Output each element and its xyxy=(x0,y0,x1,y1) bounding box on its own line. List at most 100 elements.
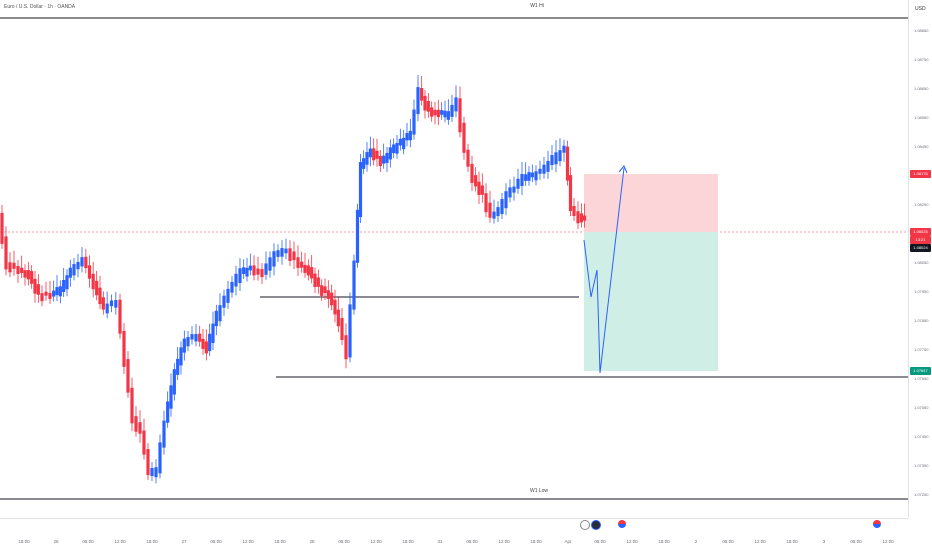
candle-body xyxy=(333,299,337,315)
candle-body xyxy=(36,284,40,295)
candle-body xyxy=(306,265,310,276)
target-high-tag: 1.08176 xyxy=(910,170,931,178)
price-chart[interactable]: Euro / U.S. Dollar · 1h · OANDA W1 Hi W1… xyxy=(0,0,908,518)
candle-body xyxy=(268,257,272,271)
time-tick: 12:00 xyxy=(370,539,382,544)
price-tick: 1.08750 xyxy=(914,57,929,62)
price-tick: 1.07950 xyxy=(914,289,929,294)
candle-body xyxy=(330,292,334,306)
candle-body xyxy=(126,359,130,393)
us-flag-icon[interactable] xyxy=(618,520,626,528)
us-flag-icon[interactable] xyxy=(873,520,881,528)
candle-body xyxy=(58,286,62,297)
candle-body xyxy=(500,199,504,214)
event-icon[interactable] xyxy=(580,520,590,530)
candle-body xyxy=(33,278,37,294)
candle-body xyxy=(423,95,427,111)
candle-body xyxy=(23,270,27,278)
candle-body xyxy=(477,181,481,195)
candle-body xyxy=(242,267,246,274)
candle-body xyxy=(186,336,190,347)
candlestick-canvas[interactable] xyxy=(0,0,908,518)
candle-body xyxy=(142,430,146,455)
candle-body xyxy=(30,271,34,284)
time-tick: 06:00 xyxy=(594,539,606,544)
candle-body xyxy=(488,202,492,218)
candle-body xyxy=(40,293,44,302)
candle-body xyxy=(158,442,162,474)
candle-body xyxy=(572,206,576,216)
candle-body xyxy=(392,144,396,154)
candle-body xyxy=(182,338,186,353)
time-tick: 06:00 xyxy=(338,539,350,544)
candle-body xyxy=(436,109,440,118)
candle-body xyxy=(440,110,444,115)
candle-body xyxy=(446,111,450,120)
candle-body xyxy=(378,156,382,166)
candle-body xyxy=(4,236,8,270)
price-tick: 1.07250 xyxy=(914,492,929,497)
candle-body xyxy=(260,269,264,278)
candle-body xyxy=(358,162,363,217)
candle-body xyxy=(466,149,470,167)
candle-body xyxy=(546,160,550,172)
candle-body xyxy=(480,185,484,195)
candle-body xyxy=(412,109,416,135)
candle-body xyxy=(211,323,215,343)
candle-body xyxy=(44,291,48,296)
candle-body xyxy=(146,449,150,476)
time-axis[interactable]: 18:00 26 06:00 12:00 18:00 27 06:00 12:00 18:00 2… xyxy=(0,518,908,551)
time-tick: 12:00 xyxy=(114,539,126,544)
price-axis[interactable]: USD 1.08850 1.08750 1.08650 1.08550 1.08450 1… xyxy=(908,0,932,518)
countdown-tag: 13:21 xyxy=(910,236,931,244)
candle-body xyxy=(568,175,573,212)
candle-body xyxy=(256,268,260,275)
candle-body xyxy=(508,187,512,198)
candle-body xyxy=(470,163,474,183)
candle-body xyxy=(26,270,30,280)
candle-body xyxy=(91,273,95,290)
candle-body xyxy=(62,280,66,292)
candle-body xyxy=(84,256,88,269)
candle-body xyxy=(179,347,183,366)
candle-body xyxy=(365,152,369,165)
candle-body xyxy=(398,138,402,146)
candle-body xyxy=(65,275,69,290)
candle-body xyxy=(198,333,202,342)
price-tick: 1.07350 xyxy=(914,463,929,468)
candle-body xyxy=(474,175,478,187)
time-tick: 12:00 xyxy=(882,539,894,544)
candle-body xyxy=(420,88,424,101)
candle-body xyxy=(12,262,16,269)
target-low-tag: 1.07647 xyxy=(910,367,931,375)
time-tick: 06:00 xyxy=(466,539,478,544)
candle-body xyxy=(554,152,558,165)
price-tick: 1.08050 xyxy=(914,260,929,265)
candle-body xyxy=(352,260,356,310)
candle-body xyxy=(416,87,420,115)
candle-body xyxy=(395,142,399,154)
candle-body xyxy=(122,330,126,367)
time-tick: 31 xyxy=(437,539,443,544)
earnings-icon[interactable] xyxy=(591,520,601,530)
candle-body xyxy=(204,341,208,354)
candle-body xyxy=(68,267,72,278)
candle-body xyxy=(214,310,218,327)
candle-body xyxy=(162,420,166,448)
candle-body xyxy=(20,267,24,274)
candle-body xyxy=(323,286,327,294)
time-tick: 06:00 xyxy=(210,539,222,544)
candle-body xyxy=(408,130,412,141)
candle-body xyxy=(284,248,288,254)
candle-body xyxy=(462,122,466,153)
candle-body xyxy=(405,133,409,141)
candle-body xyxy=(550,155,554,166)
candle-body xyxy=(150,468,154,476)
candle-body xyxy=(172,369,176,395)
candle-body xyxy=(105,303,109,314)
time-tick: 06:00 xyxy=(82,539,94,544)
candle-body xyxy=(496,207,500,217)
candles-group xyxy=(0,75,587,484)
candle-body xyxy=(355,209,360,263)
candle-body xyxy=(458,98,462,133)
